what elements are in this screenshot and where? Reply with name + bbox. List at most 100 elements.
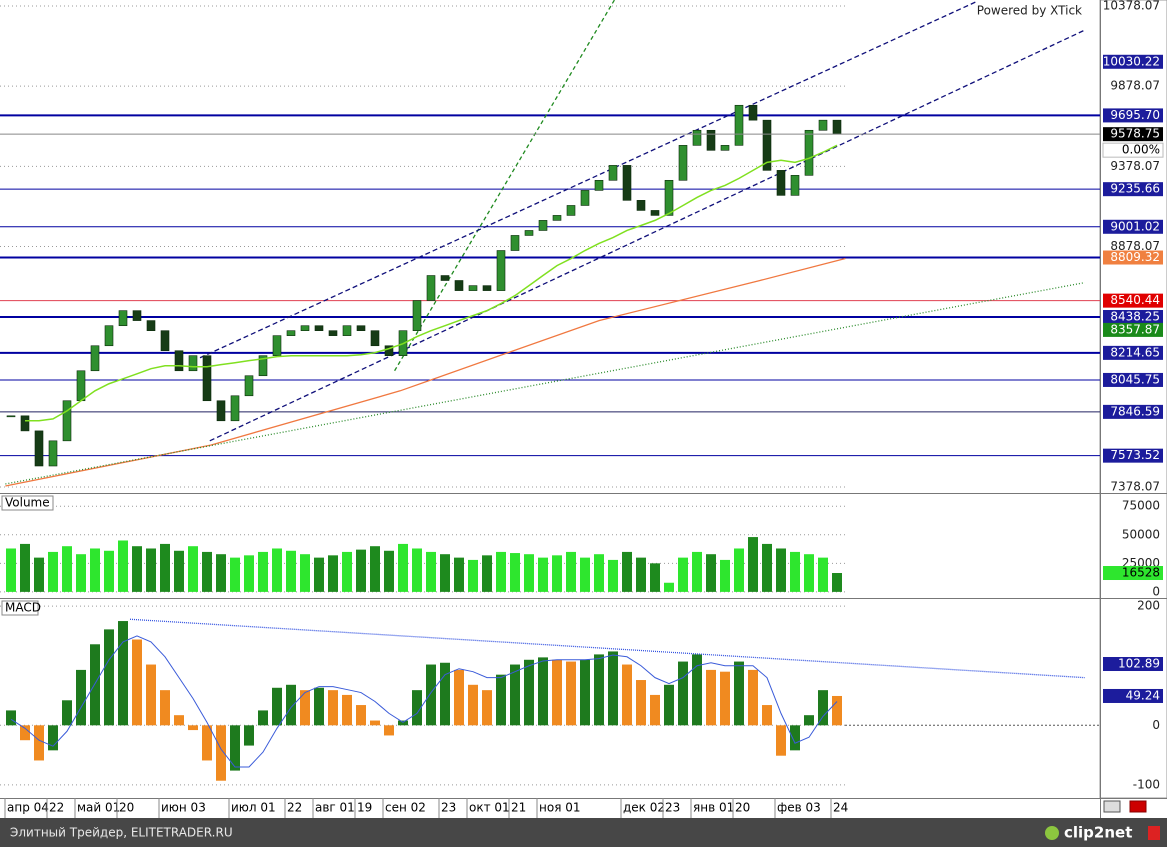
value-label: 8809.32 — [1110, 250, 1160, 264]
candle — [664, 179, 674, 216]
candle — [426, 275, 436, 301]
volume-bar — [552, 555, 562, 592]
macd-bar — [692, 654, 702, 726]
y-tick-label: 10378.07 — [1103, 0, 1160, 13]
macd-bar — [132, 639, 142, 726]
volume-bar — [6, 548, 16, 592]
macd-bar — [20, 725, 30, 741]
volume-bar — [454, 557, 464, 592]
x-tick-label: 23 — [441, 801, 456, 815]
macd-bar — [566, 661, 576, 726]
volume-bar — [524, 554, 534, 592]
volume-bar — [440, 554, 450, 592]
x-tick-label: дек 02 — [623, 801, 665, 815]
macd-bar — [76, 669, 86, 726]
macd-bar — [426, 664, 436, 726]
macd-bar — [762, 705, 772, 726]
macd-bar — [818, 690, 828, 726]
macd-bar — [160, 690, 170, 726]
candle — [216, 400, 226, 422]
volume-bar — [510, 553, 520, 592]
volume-bar — [832, 573, 842, 592]
macd-bar — [580, 659, 590, 726]
value-label-box — [1103, 566, 1163, 581]
logo-mark — [1148, 826, 1160, 840]
candle — [748, 104, 758, 121]
x-tick-label: окт 01 — [469, 801, 510, 815]
volume-bar — [384, 550, 394, 592]
value-label: 16528 — [1122, 566, 1160, 580]
toolbar-icon[interactable] — [1129, 800, 1147, 813]
value-label-box — [1103, 345, 1163, 360]
volume-bar — [62, 546, 72, 592]
volume-bar — [790, 551, 800, 592]
value-label: 8438.25 — [1110, 310, 1160, 324]
volume-bar — [580, 557, 590, 592]
volume-bar — [566, 551, 576, 592]
candle — [48, 440, 58, 467]
plot-area — [0, 0, 1100, 786]
macd-bar — [650, 694, 660, 726]
macd-bar — [538, 657, 548, 726]
candle — [34, 430, 44, 467]
macd-bar — [832, 695, 842, 726]
candle — [818, 119, 828, 131]
y-tick-label: 0 — [1152, 584, 1160, 598]
macd-bar — [440, 662, 450, 726]
y-tick-label: 0 — [1152, 718, 1160, 732]
volume-bar — [496, 551, 506, 592]
value-label: 49.24 — [1126, 688, 1160, 702]
value-label: 8357.87 — [1110, 322, 1160, 336]
volume-bar — [132, 546, 142, 592]
macd-bar — [146, 664, 156, 726]
candle — [146, 320, 156, 331]
macd-bar — [384, 725, 394, 736]
candle — [692, 129, 702, 146]
x-tick-label: июл 01 — [231, 801, 276, 815]
volume-bar — [174, 550, 184, 592]
volume-bar — [202, 551, 212, 592]
value-label-box — [1103, 54, 1163, 69]
value-label-box — [1103, 657, 1163, 672]
macd-bar — [804, 715, 814, 726]
volume-bar — [48, 551, 58, 592]
candle — [300, 325, 310, 331]
value-label-box — [1103, 182, 1163, 197]
volume-bar — [300, 554, 310, 592]
candle — [286, 330, 296, 336]
volume-bar — [20, 543, 30, 592]
macd-bar — [244, 725, 254, 746]
candle — [636, 200, 646, 211]
candle — [776, 170, 786, 196]
value-label-box — [1103, 448, 1163, 463]
panel-title: Volume — [5, 496, 50, 510]
value-label-box — [1103, 127, 1163, 142]
candle — [20, 415, 30, 432]
status-bar — [0, 818, 1167, 847]
volume-bar — [370, 546, 380, 592]
value-label-box — [1103, 372, 1163, 387]
moving-average — [25, 144, 838, 422]
volume-bar — [748, 537, 758, 592]
y-tick-label: 75000 — [1122, 499, 1160, 513]
macd-bar — [342, 694, 352, 726]
candle — [342, 325, 352, 336]
volume-bar — [776, 548, 786, 592]
volume-bar — [230, 557, 240, 592]
macd-bar — [706, 669, 716, 726]
x-tick-label: янв 01 — [693, 801, 734, 815]
candle — [510, 235, 520, 251]
volume-bar — [104, 550, 114, 592]
macd-bar — [118, 621, 128, 726]
macd-bar — [62, 700, 72, 726]
toolbar-icon[interactable] — [1103, 800, 1121, 813]
macd-bar — [748, 669, 758, 726]
volume-bar — [314, 557, 324, 592]
volume-bar — [692, 551, 702, 592]
macd-bar — [104, 629, 114, 726]
candle — [482, 285, 492, 291]
volume-bar — [622, 551, 632, 592]
x-tick-label: апр 04 — [7, 801, 49, 815]
volume-bar — [426, 551, 436, 592]
volume-bar — [146, 548, 156, 592]
